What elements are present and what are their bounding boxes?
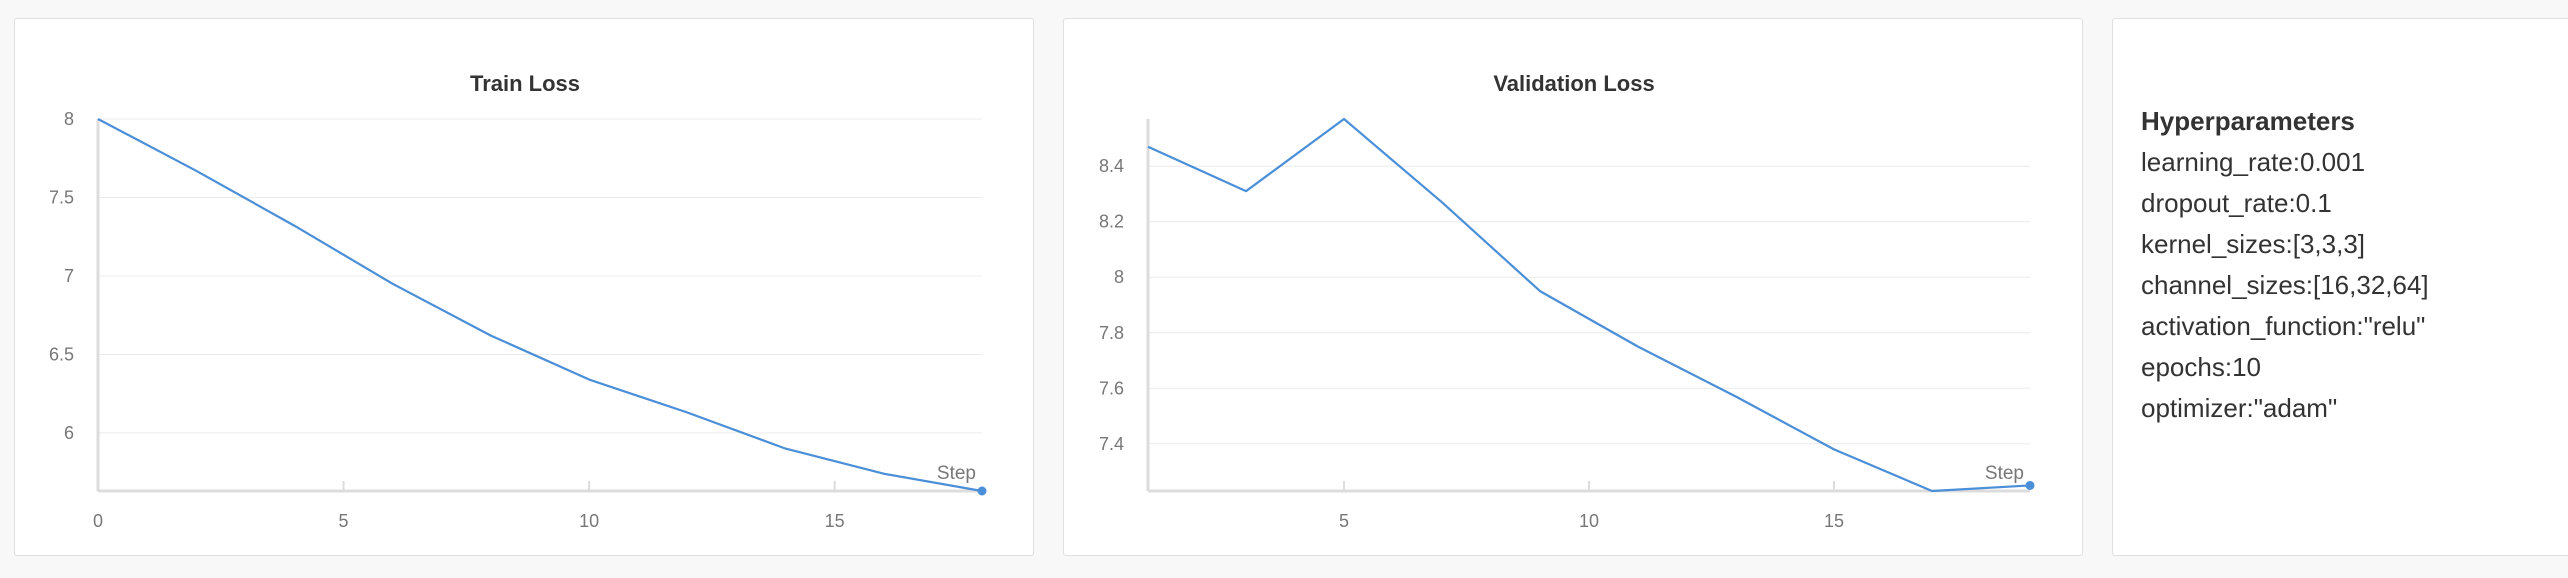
series-line xyxy=(97,118,983,493)
y-tick-label: 8.2 xyxy=(1099,212,1124,232)
last-point-marker xyxy=(977,486,987,496)
x-tick-label: 15 xyxy=(1824,511,1844,531)
hyperparameters-box: Hyperparameters learning_rate:0.001 drop… xyxy=(2141,101,2429,429)
x-tick-label: 5 xyxy=(339,511,349,531)
step-label: Step xyxy=(1985,463,2024,484)
hyperparameters-title: Hyperparameters xyxy=(2141,106,2355,136)
y-tick-label: 8 xyxy=(64,109,74,129)
x-tick-label: 0 xyxy=(93,511,103,531)
chart-title: Validation Loss xyxy=(1493,71,1654,96)
y-tick-label: 6 xyxy=(64,423,74,443)
step-label: Step xyxy=(937,463,976,484)
hp-kernel-sizes: kernel_sizes:[3,3,3] xyxy=(2141,229,2366,259)
series-line xyxy=(1147,117,2031,493)
hp-channel-sizes: channel_sizes:[16,32,64] xyxy=(2141,270,2429,300)
chart-title: Train Loss xyxy=(470,71,580,96)
y-tick-label: 7.5 xyxy=(49,187,74,207)
y-tick-label: 8 xyxy=(1114,267,1124,287)
hp-learning-rate: learning_rate:0.001 xyxy=(2141,147,2366,177)
validation-loss-panel: Validation Loss 8.4 8.2 8 7.8 7.6 7.4 5 10 15 Step xyxy=(1063,18,2083,556)
validation-loss-chart: Validation Loss 8.4 8.2 8 7.8 7.6 7.4 5 10 15 Step xyxy=(1099,71,2035,531)
hyperparameters-panel: Hyperparameters learning_rate:0.001 drop… xyxy=(2112,18,2568,556)
hp-dropout-rate: dropout_rate:0.1 xyxy=(2141,188,2332,218)
train-loss-panel: Train Loss 8 7.5 7 6.5 6 0 5 10 15 Step xyxy=(14,18,1034,556)
x-tick-label: 15 xyxy=(825,511,845,531)
hp-optimizer: optimizer:"adam" xyxy=(2141,393,2338,423)
y-tick-label: 7.6 xyxy=(1099,378,1124,398)
x-tick-label: 10 xyxy=(1579,511,1599,531)
train-loss-chart: Train Loss 8 7.5 7 6.5 6 0 5 10 15 Step xyxy=(49,71,987,531)
y-tick-label: 8.4 xyxy=(1099,156,1124,176)
y-tick-label: 6.5 xyxy=(49,344,74,364)
y-tick-label: 7 xyxy=(64,266,74,286)
x-tick-label: 10 xyxy=(579,511,599,531)
x-tick-label: 5 xyxy=(1339,511,1349,531)
hp-activation-function: activation_function:"relu" xyxy=(2141,311,2426,341)
hp-epochs: epochs:10 xyxy=(2141,352,2261,382)
y-tick-label: 7.4 xyxy=(1099,434,1124,454)
last-point-marker xyxy=(2025,480,2035,490)
y-tick-label: 7.8 xyxy=(1099,323,1124,343)
